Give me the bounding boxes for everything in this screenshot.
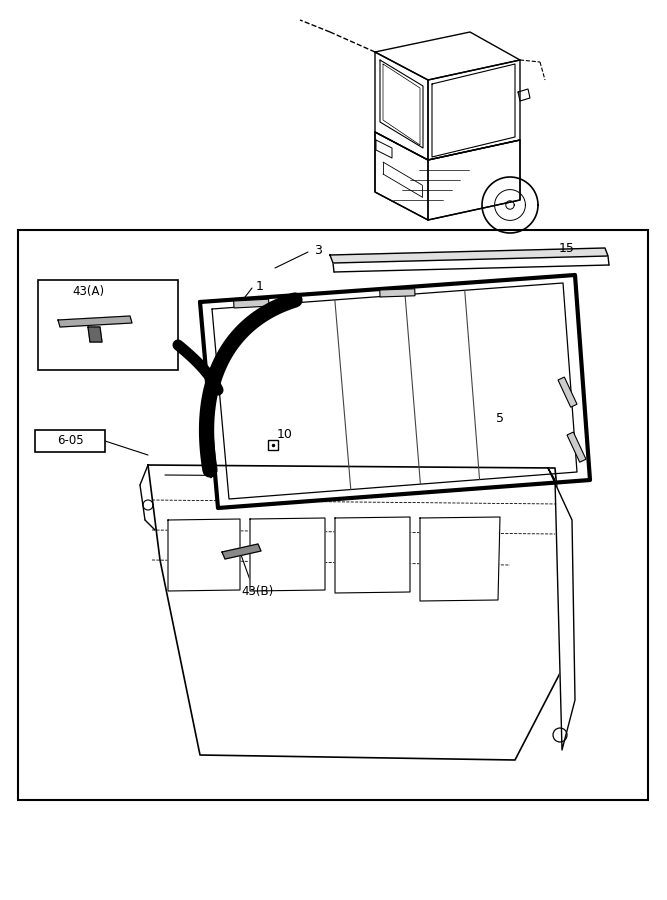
- Bar: [380, 289, 415, 297]
- Polygon shape: [335, 517, 410, 593]
- Polygon shape: [88, 327, 102, 342]
- Bar: [38, 280, 178, 370]
- Polygon shape: [380, 60, 423, 148]
- Bar: [567, 432, 586, 463]
- Polygon shape: [375, 52, 428, 160]
- Polygon shape: [375, 132, 428, 220]
- Bar: [268, 440, 278, 450]
- Polygon shape: [200, 275, 590, 508]
- Polygon shape: [375, 132, 520, 220]
- Polygon shape: [420, 517, 500, 601]
- Bar: [35, 430, 105, 452]
- Polygon shape: [432, 64, 515, 157]
- Polygon shape: [330, 248, 608, 263]
- Polygon shape: [518, 89, 530, 101]
- Text: 43(B): 43(B): [242, 586, 274, 598]
- Bar: [233, 299, 269, 308]
- Polygon shape: [428, 60, 520, 160]
- Text: 10: 10: [277, 428, 293, 440]
- Text: 15: 15: [559, 242, 575, 256]
- Text: 3: 3: [314, 244, 322, 256]
- Text: 6-05: 6-05: [57, 435, 83, 447]
- Bar: [18, 230, 648, 800]
- Polygon shape: [548, 468, 575, 750]
- Polygon shape: [203, 464, 215, 478]
- Polygon shape: [375, 32, 520, 80]
- Text: 1: 1: [256, 280, 264, 292]
- Polygon shape: [250, 518, 325, 591]
- Polygon shape: [428, 140, 520, 220]
- Text: 43(A): 43(A): [72, 285, 104, 299]
- Text: 5: 5: [496, 412, 504, 426]
- Polygon shape: [58, 316, 132, 327]
- Polygon shape: [168, 519, 240, 591]
- Polygon shape: [222, 544, 261, 559]
- Bar: [558, 377, 577, 407]
- Polygon shape: [148, 465, 572, 760]
